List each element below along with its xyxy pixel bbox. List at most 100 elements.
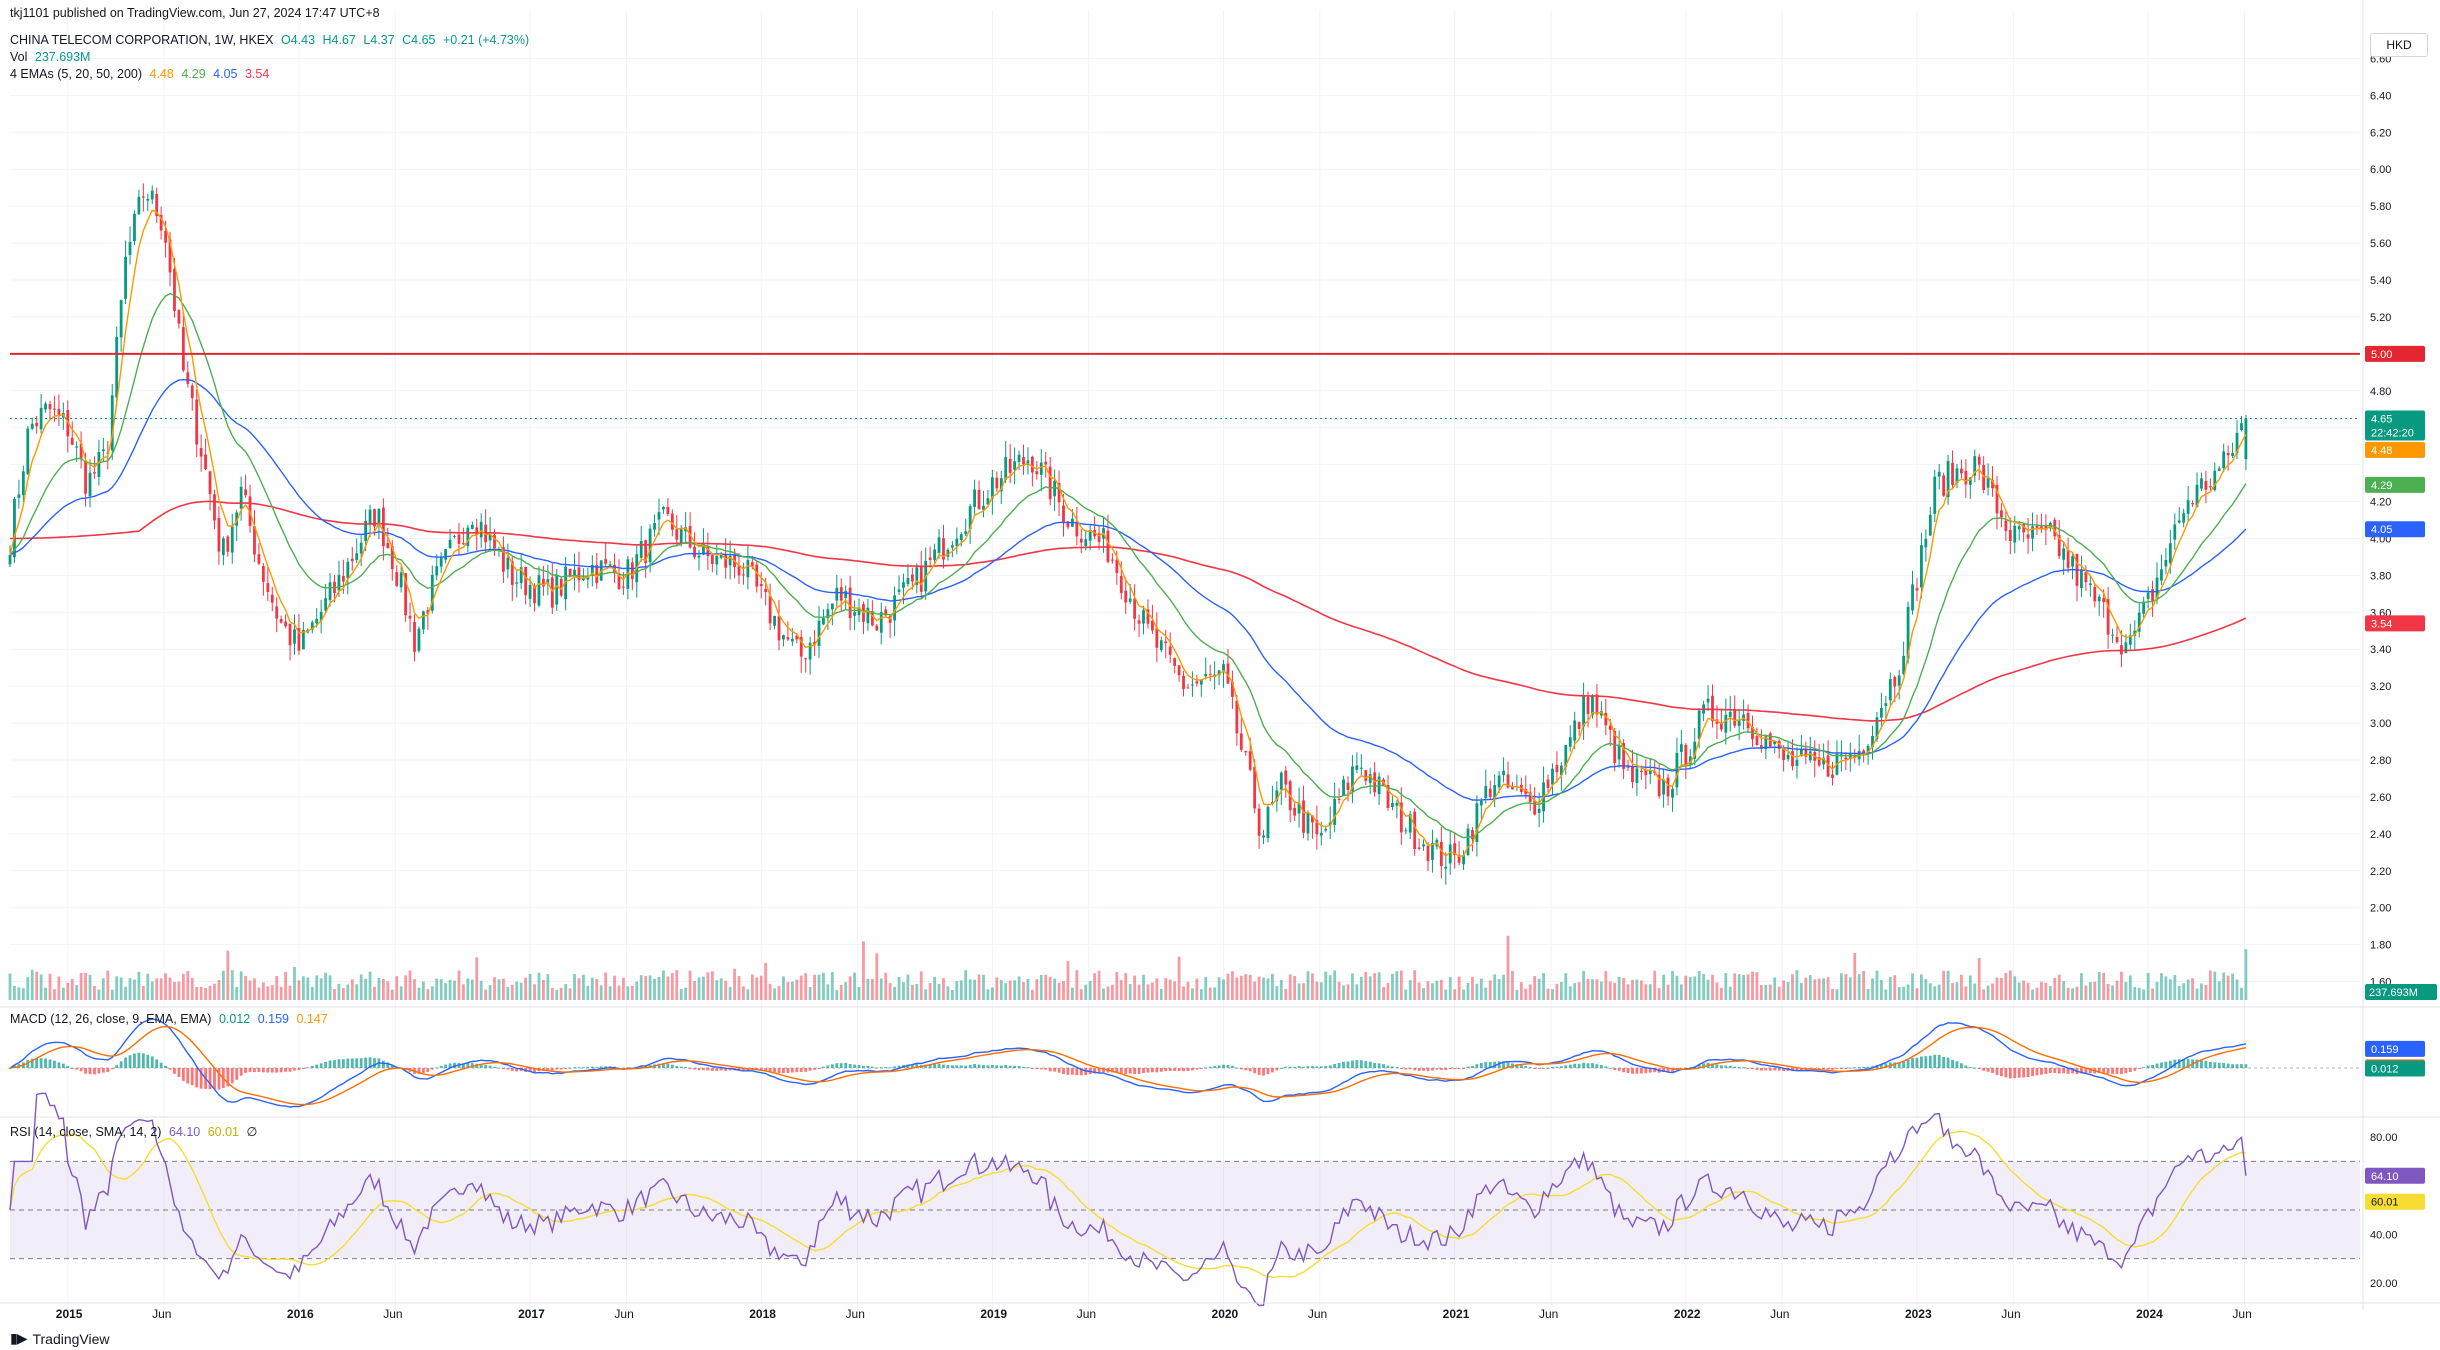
volume-bar <box>1671 970 1674 1000</box>
volume-bar <box>1853 952 1857 1000</box>
tradingview-footer[interactable]: ▮▶ TradingView <box>10 1330 110 1347</box>
volume-bar <box>284 971 287 1000</box>
macd-histogram-bar <box>479 1063 483 1068</box>
macd-histogram-bar <box>879 1067 883 1069</box>
macd-histogram-bar <box>284 1068 287 1072</box>
volume-bar <box>2222 972 2226 1000</box>
candle-body <box>679 528 683 543</box>
candle-body <box>1248 751 1252 770</box>
macd-histogram-bar <box>1946 1057 1950 1068</box>
macd-histogram-bar <box>1137 1068 1141 1074</box>
symbol-name[interactable]: CHINA TELECOM CORPORATION, 1W, HKEX <box>10 33 274 47</box>
macd-histogram-bar <box>462 1063 465 1068</box>
macd-histogram-bar <box>1702 1063 1705 1068</box>
volume-bar <box>168 977 172 1000</box>
macd-histogram-bar <box>1217 1065 1221 1068</box>
candle-body <box>1351 766 1354 792</box>
volume-bar <box>1013 980 1017 1000</box>
macd-histogram-bar <box>1306 1066 1310 1068</box>
macd-histogram-bar <box>168 1068 172 1070</box>
macd-histogram-bar <box>973 1064 976 1068</box>
volume-bar <box>777 985 781 1000</box>
candle-body <box>844 590 848 599</box>
candle-body <box>1888 679 1892 701</box>
macd-histogram-bar <box>2186 1058 2190 1068</box>
horizontal-line-5[interactable] <box>10 352 2360 419</box>
macd-histogram-bar <box>550 1068 554 1071</box>
candle-body <box>1257 808 1261 836</box>
currency-button[interactable]: HKD <box>2370 33 2428 57</box>
macd-histogram-bar <box>639 1065 643 1068</box>
candle-body <box>395 572 399 586</box>
candle-body <box>742 574 745 576</box>
candle-body <box>181 327 185 371</box>
macd-histogram-bar <box>266 1068 270 1073</box>
macd-histogram-bar <box>1275 1068 1279 1071</box>
macd-histogram-bar <box>1475 1064 1479 1068</box>
volume-bar <box>724 980 728 1000</box>
volume-bar <box>1688 977 1692 1000</box>
candle-body <box>1853 756 1857 758</box>
candle-body <box>702 544 705 555</box>
macd-histogram-bar <box>1577 1063 1581 1068</box>
volume-bar <box>884 972 888 1000</box>
macd-histogram-bar <box>528 1068 532 1072</box>
volume-bar <box>1626 984 1630 1000</box>
volume-bar <box>715 980 719 1000</box>
volume-bar <box>982 974 985 1000</box>
macd-histogram-bar <box>2217 1062 2221 1068</box>
macd-histogram-bar <box>1484 1061 1488 1068</box>
macd-histogram-bar <box>253 1068 256 1073</box>
volume-bar <box>1897 987 1901 1000</box>
volume-bar <box>1235 977 1239 1000</box>
volume-bar <box>2084 985 2088 1000</box>
candle-body <box>1395 802 1399 806</box>
volume-bar <box>524 977 528 1000</box>
price-axis-tick: 5.80 <box>2370 201 2391 213</box>
candle-body <box>462 543 465 545</box>
volume-bar <box>306 977 310 1000</box>
volume-bar <box>688 970 692 1000</box>
volume-bar <box>2044 982 2048 1000</box>
macd-histogram-bar <box>2066 1068 2070 1074</box>
volume-bar <box>1199 989 1203 1000</box>
candle-body <box>119 300 123 338</box>
volume-bar <box>1653 970 1657 1000</box>
candle-body <box>1319 832 1323 836</box>
volume-bar <box>439 979 443 1000</box>
macd-histogram-bar <box>1035 1068 1039 1070</box>
candle-body <box>768 595 772 624</box>
candle-body <box>1946 461 1950 498</box>
volume-bar <box>2155 981 2159 1000</box>
macd-histogram-bar <box>1173 1068 1177 1071</box>
macd-histogram-bar <box>275 1068 279 1073</box>
volume-bar <box>297 980 301 1000</box>
volume-bar <box>1524 988 1528 1000</box>
volume-bar <box>93 985 96 1000</box>
volume-bar <box>57 976 61 1000</box>
x-axis-tick: 2017 <box>518 1307 545 1321</box>
candle-body <box>2102 598 2106 603</box>
macd-histogram-bar <box>1586 1063 1590 1068</box>
macd-histogram-bar <box>164 1065 167 1068</box>
volume-bar <box>1555 983 1559 1000</box>
volume-bar <box>1573 983 1577 1000</box>
volume-bar <box>257 987 261 1000</box>
volume-bar <box>1217 977 1221 1000</box>
macd-histogram-bar <box>506 1068 510 1070</box>
volume-bar <box>373 986 376 1000</box>
candlesticks <box>8 183 2248 885</box>
candle-body <box>2066 550 2070 568</box>
candle-body <box>230 526 234 553</box>
macd-histogram-bar <box>1488 1061 1492 1068</box>
macd-histogram-bar <box>97 1068 101 1074</box>
volume-bar <box>1444 989 1448 1000</box>
macd-histogram-bar <box>959 1065 963 1068</box>
macd-histogram-bar <box>1782 1068 1786 1072</box>
volume-bar <box>493 977 496 1000</box>
volume-bar <box>1395 971 1399 1000</box>
candle-body <box>2088 583 2092 585</box>
volume-bar <box>1182 986 1185 1000</box>
macd-line <box>9 1018 2247 1108</box>
